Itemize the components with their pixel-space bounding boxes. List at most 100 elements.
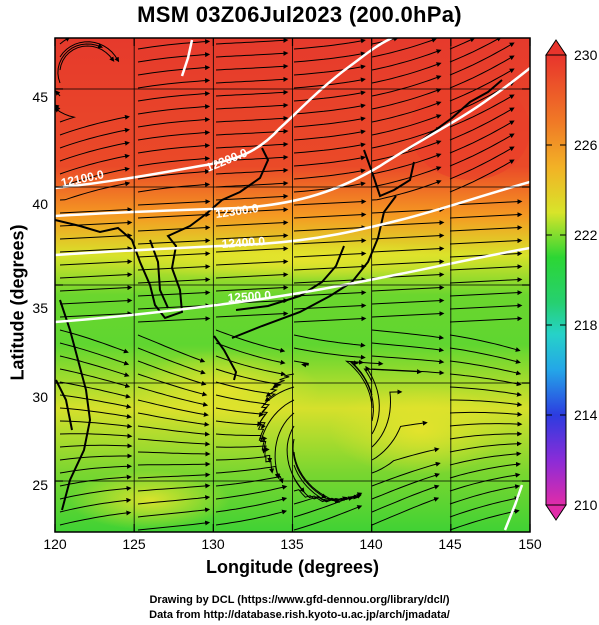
streamline <box>265 373 295 397</box>
streamline <box>371 447 440 474</box>
streamline <box>449 68 515 102</box>
streamline <box>449 199 523 206</box>
streamline <box>449 360 522 376</box>
streamline <box>215 355 286 377</box>
streamline <box>293 199 367 206</box>
streamline <box>59 474 132 487</box>
streamline <box>59 45 115 71</box>
streamline <box>137 520 211 531</box>
streamline <box>293 142 366 154</box>
streamline <box>371 49 442 71</box>
streamline <box>293 181 366 193</box>
x-tick-label: 125 <box>122 536 146 552</box>
streamline <box>59 298 133 305</box>
streamline <box>449 373 522 387</box>
streamline <box>215 115 289 123</box>
streamline <box>137 347 206 375</box>
warm-anomaly <box>330 385 510 475</box>
streamline <box>371 114 442 136</box>
streamline <box>137 438 211 447</box>
x-tick-label: 130 <box>201 536 225 552</box>
streamline <box>215 76 289 84</box>
streamline <box>215 285 289 292</box>
streamline <box>449 411 523 417</box>
streamline <box>371 220 445 227</box>
streamline <box>449 212 523 219</box>
streamline <box>293 494 362 505</box>
streamline <box>371 342 445 353</box>
streamline <box>59 463 133 474</box>
streamline <box>137 199 211 206</box>
y-tick-label: 25 <box>32 477 48 493</box>
x-axis-label: Longitude (degrees) <box>205 557 379 577</box>
streamline <box>449 386 522 397</box>
contour-line <box>55 38 393 190</box>
y-tick-label: 30 <box>32 389 48 405</box>
streamline <box>371 389 403 448</box>
streamline <box>215 193 289 201</box>
streamline <box>215 484 288 500</box>
streamline <box>215 246 289 253</box>
streamline <box>59 114 130 136</box>
streamline <box>137 316 211 323</box>
streamline <box>371 259 445 266</box>
streamline <box>59 381 131 399</box>
streamline <box>215 38 289 45</box>
streamline <box>59 233 133 240</box>
streamline <box>59 420 133 429</box>
streamline <box>292 438 327 499</box>
streamline <box>371 298 445 305</box>
streamline <box>59 355 130 377</box>
axis-ticks <box>54 38 531 532</box>
streamline <box>371 329 445 340</box>
streamline <box>293 90 366 102</box>
streamline <box>293 168 366 180</box>
streamline <box>293 212 367 219</box>
streamline <box>449 451 522 466</box>
streamline <box>293 238 367 245</box>
streamline <box>59 510 132 526</box>
streamline <box>137 91 211 102</box>
streamline <box>137 373 208 397</box>
streamline <box>215 342 286 365</box>
streamline <box>215 102 289 110</box>
colorbar-tick-label: 226 <box>574 137 598 153</box>
streamline <box>449 225 523 232</box>
streamline <box>215 329 286 353</box>
streamline <box>371 484 440 513</box>
streamline <box>293 451 341 504</box>
streamline <box>59 38 71 45</box>
streamline <box>293 251 367 258</box>
streamline <box>293 77 366 89</box>
streamline <box>293 477 354 503</box>
streamline <box>449 159 515 193</box>
streamline <box>137 360 207 386</box>
streamline <box>137 39 211 50</box>
contour-line <box>180 39 194 77</box>
streamline <box>55 90 61 97</box>
streamline <box>449 94 515 128</box>
streamline <box>371 75 442 97</box>
streamline <box>59 272 133 279</box>
streamline <box>137 472 211 479</box>
streamline <box>293 38 366 50</box>
streamline <box>215 456 275 474</box>
contour-line <box>55 246 530 324</box>
streamline <box>293 155 366 167</box>
streamline <box>59 311 133 318</box>
colorbar-tick-label: 230 <box>574 47 598 63</box>
streamline <box>215 63 289 71</box>
streamline <box>371 140 442 162</box>
y-tick-label: 40 <box>32 196 48 212</box>
streamline <box>371 166 442 188</box>
streamline <box>371 88 442 110</box>
streamline <box>59 342 130 366</box>
streamline <box>137 507 211 518</box>
streamline <box>137 290 211 297</box>
colorbar-max-arrow <box>545 39 567 56</box>
streamline <box>59 394 132 409</box>
streamline <box>371 497 440 526</box>
streamline <box>371 355 445 365</box>
streamline <box>137 182 211 193</box>
